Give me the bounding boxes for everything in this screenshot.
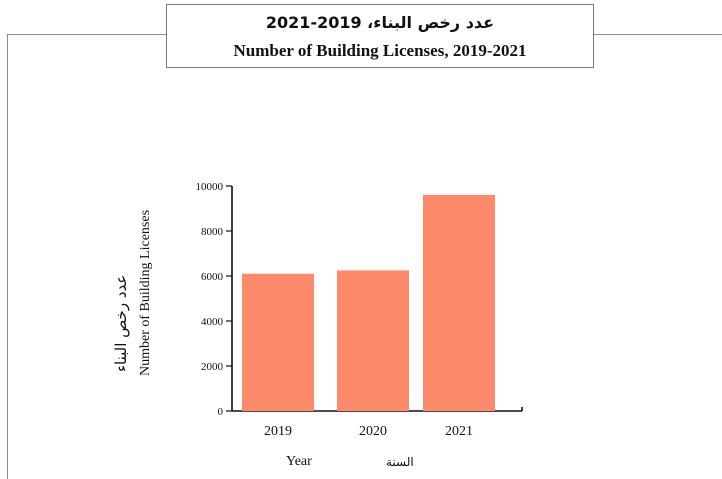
chart-ticks: 0 2000 4000 6000 8000 10000 2019 2020 2021 [196,181,474,439]
frame-top-left-line [7,34,166,35]
frame-top-right-line [594,34,722,35]
chart-title-arabic: عدد رخص البناء، 2019-2021 [265,13,495,32]
y-tick-label: 0 [218,406,224,418]
bar-2020 [337,270,409,411]
y-tick-label: 4000 [201,316,224,328]
chart-title-box: عدد رخص البناء، 2019-2021 Number of Buil… [166,4,594,68]
y-axis-label-arabic: عدد رخص البناء [112,274,130,372]
y-tick-label: 8000 [201,226,224,238]
x-axis-label-arabic: السنة [386,455,414,469]
y-tick-label: 6000 [201,271,224,283]
frame-left-line [7,34,8,479]
y-tick-label: 10000 [196,181,224,193]
bar-2019 [242,273,314,411]
x-tick-label-2021: 2021 [445,424,473,439]
x-axis-label-english: Year [286,454,312,469]
chart-title-english: Number of Building Licenses, 2019-2021 [233,41,527,60]
y-tick-label: 2000 [201,361,224,373]
y-axis-label-english: Number of Building Licenses [138,209,153,376]
x-tick-label-2019: 2019 [264,424,292,439]
bar-2021 [423,195,495,411]
chart-bars [242,195,495,411]
x-tick-label-2020: 2020 [359,424,387,439]
